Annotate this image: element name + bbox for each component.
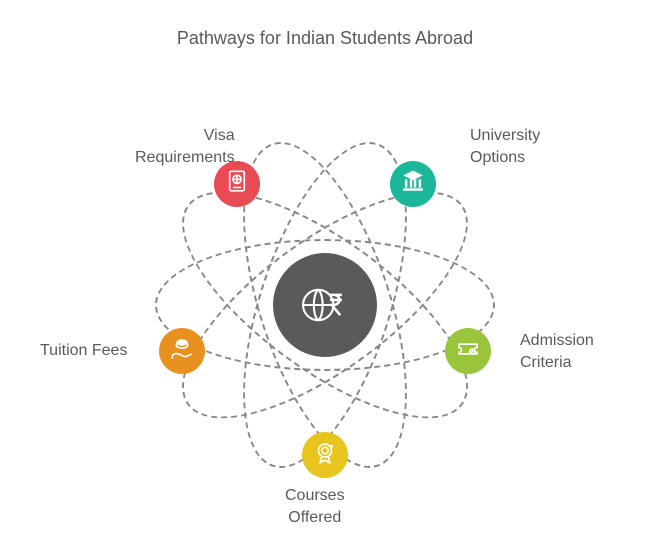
courses-label: Courses Offered	[285, 485, 345, 528]
visa-label: Visa Requirements	[135, 125, 235, 168]
atom-diagram: Visa Requirements University Options Adm…	[0, 50, 650, 560]
university-icon	[400, 168, 426, 199]
admission-label: Admission Criteria	[520, 330, 594, 373]
certificate-icon	[312, 440, 338, 471]
page-title: Pathways for Indian Students Abroad	[0, 0, 650, 49]
university-label: University Options	[470, 125, 540, 168]
courses-node	[302, 432, 348, 478]
tuition-node	[159, 328, 205, 374]
university-node	[390, 161, 436, 207]
admission-node	[445, 328, 491, 374]
money-hand-icon	[169, 336, 195, 367]
passport-icon	[224, 168, 250, 199]
center-node	[273, 253, 377, 357]
tuition-label: Tuition Fees	[40, 340, 127, 362]
ticket-icon	[455, 336, 481, 367]
